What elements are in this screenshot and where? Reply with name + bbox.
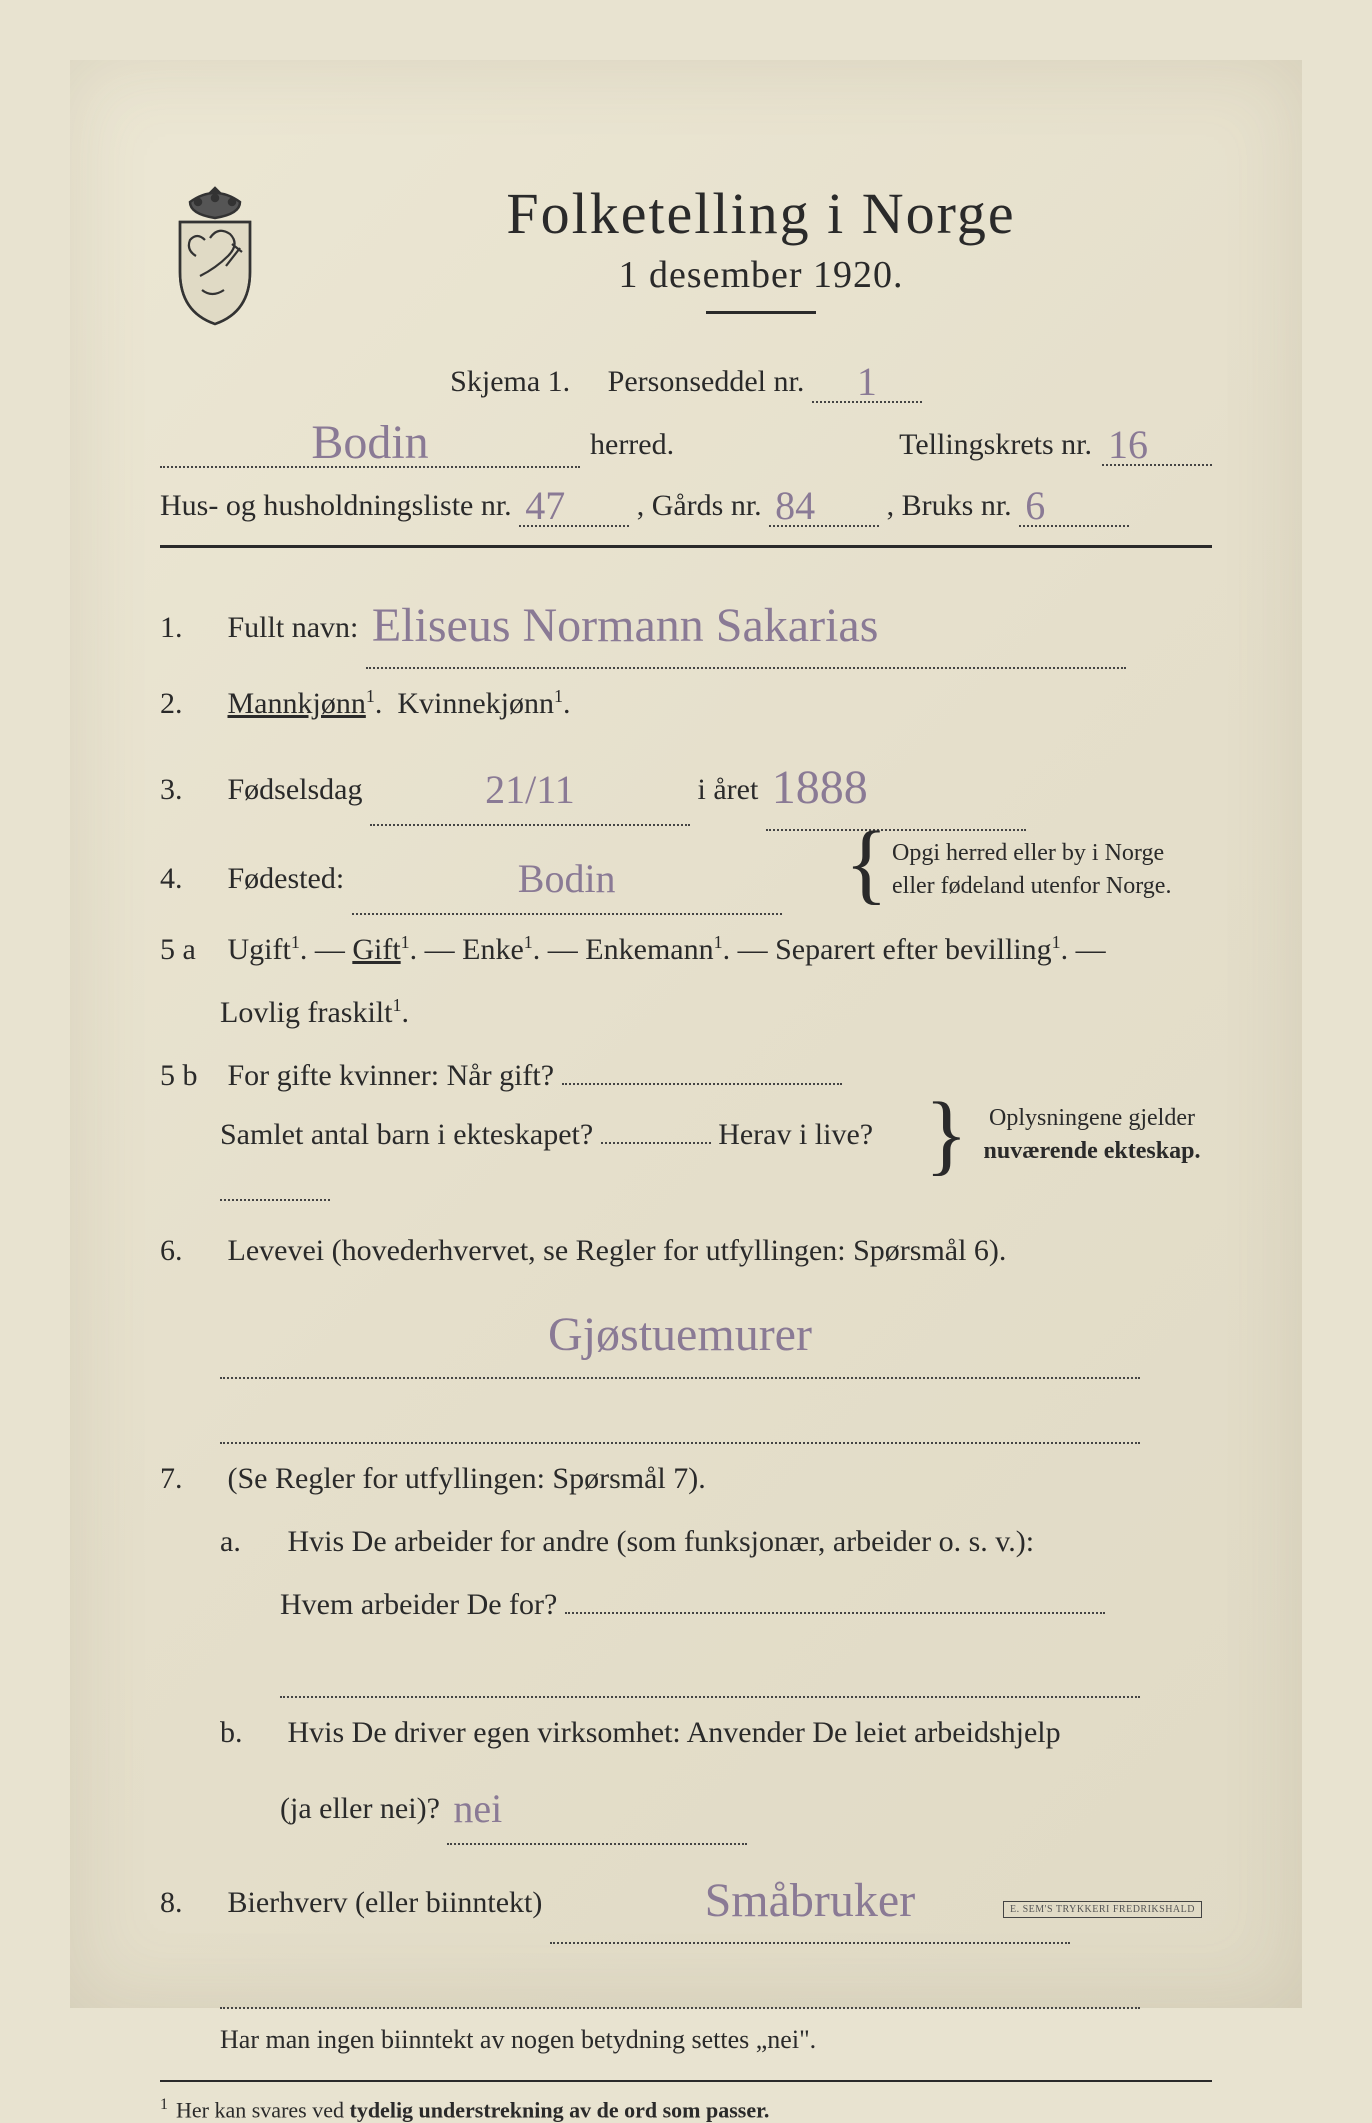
- q5a-text: Ugift1. — Gift1. — Enke1. — Enkemann1. —…: [228, 933, 1106, 966]
- q6-value: Gjøstuemurer: [548, 1308, 812, 1361]
- herred-label: herred.: [590, 428, 674, 462]
- q5a-text2: Lovlig fraskilt1.: [220, 996, 409, 1029]
- q3-num: 3.: [160, 761, 220, 818]
- footnote: 1Her kan svares ved tydelig understrekni…: [160, 2096, 1212, 2123]
- q7a-l1: Hvis De arbeider for andre (som funksjon…: [288, 1525, 1035, 1558]
- q3-label1: Fødselsdag: [228, 773, 363, 806]
- q1-label: Fullt navn:: [228, 611, 359, 644]
- hus-nr: 47: [525, 483, 565, 528]
- q5b-l2a: Samlet antal barn i ekteskapet?: [220, 1118, 593, 1151]
- personseddel-label: Personseddel nr.: [608, 365, 805, 398]
- bruks-nr: 6: [1025, 483, 1045, 528]
- section-divider: [160, 545, 1212, 548]
- personseddel-nr: 1: [857, 359, 877, 404]
- q1-value: Eliseus Normann Sakarias: [372, 599, 879, 652]
- q7b-mark: b.: [220, 1704, 280, 1761]
- q2-num: 2.: [160, 675, 220, 732]
- main-title: Folketelling i Norge: [310, 180, 1212, 247]
- q2-text: Mannkjønn1. Kvinnekjønn1.: [228, 687, 571, 720]
- tellingskrets-label: Tellingskrets nr.: [899, 428, 1092, 462]
- q5b-l2b: Herav i live?: [718, 1118, 873, 1151]
- q4-note: Opgi herred eller by i Norge eller fødel…: [892, 837, 1212, 902]
- gards-nr: 84: [775, 483, 815, 528]
- footnote-divider: [160, 2080, 1212, 2082]
- q8-value: Småbruker: [705, 1874, 916, 1927]
- q7a-mark: a.: [220, 1513, 280, 1570]
- q7-num: 7.: [160, 1450, 220, 1507]
- herred-value: Bodin: [311, 416, 428, 469]
- printer-mark: E. SEM'S TRYKKERI FREDRIKSHALD: [1003, 1901, 1202, 1918]
- subtitle: 1 desember 1920.: [310, 253, 1212, 297]
- coat-of-arms-icon: [160, 180, 270, 330]
- q8-num: 8.: [160, 1874, 220, 1931]
- q7b-l1: Hvis De driver egen virksomhet: Anvender…: [288, 1716, 1061, 1749]
- bruks-label: , Bruks nr.: [887, 489, 1012, 522]
- q5a-num: 5 a: [160, 921, 220, 978]
- q3-day: 21/11: [485, 767, 575, 812]
- q5b-num: 5 b: [160, 1047, 220, 1104]
- q7a-l2: Hvem arbeider De for?: [280, 1588, 557, 1621]
- q6-label: Levevei (hovederhvervet, se Regler for u…: [228, 1234, 1007, 1267]
- q4-label: Fødested:: [228, 862, 345, 895]
- q7b-l2: (ja eller nei)?: [280, 1792, 440, 1825]
- q8-hint: Har man ingen biinntekt av nogen betydni…: [220, 2025, 816, 2054]
- hus-label: Hus- og husholdningsliste nr.: [160, 489, 512, 522]
- tellingskrets-nr: 16: [1108, 422, 1148, 467]
- gards-label: , Gårds nr.: [637, 489, 762, 522]
- q1-num: 1.: [160, 599, 220, 656]
- q5b-note: Oplysningene gjelder nuværende ekteskap.: [972, 1102, 1212, 1167]
- brace-icon: }: [925, 1108, 968, 1162]
- q4-value: Bodin: [518, 856, 616, 901]
- title-rule: [706, 311, 816, 314]
- q4-num: 4.: [160, 850, 220, 907]
- q3-year: 1888: [772, 761, 868, 814]
- q7-label: (Se Regler for utfyllingen: Spørsmål 7).: [228, 1462, 706, 1495]
- q6-num: 6.: [160, 1222, 220, 1279]
- q3-label2: i året: [698, 773, 759, 806]
- q5b-l1a: For gifte kvinner: Når gift?: [228, 1059, 555, 1092]
- q7b-value: nei: [453, 1786, 502, 1831]
- q8-label: Bierhverv (eller biinntekt): [228, 1886, 543, 1919]
- brace-icon: {: [845, 837, 888, 891]
- skjema-label: Skjema 1.: [450, 365, 570, 398]
